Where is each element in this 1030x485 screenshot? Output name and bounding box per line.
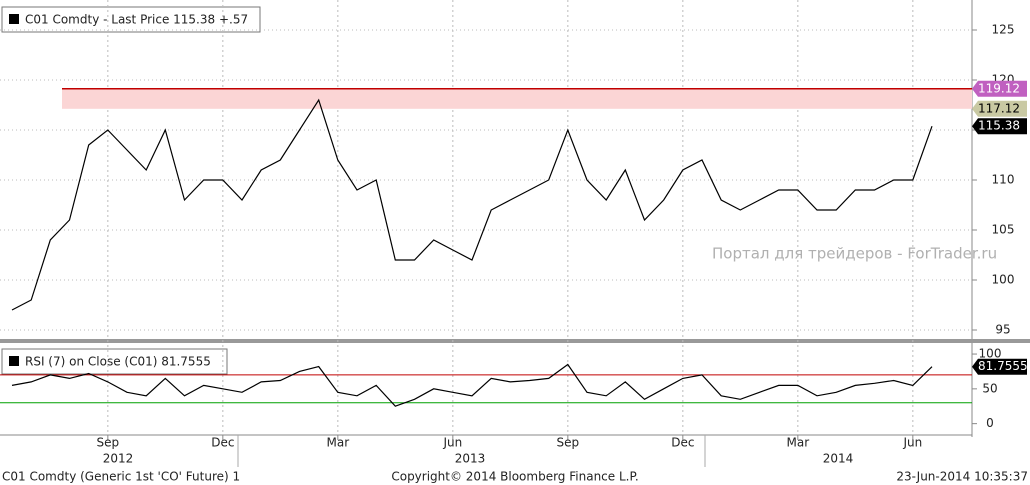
- legend-label: C01 Comdty - Last Price 115.38 +.57: [25, 13, 248, 27]
- last-price-tag: 115.38: [978, 119, 1020, 133]
- footer-left: C01 Comdty (Generic 1st 'CO' Future) 1: [2, 470, 240, 484]
- x-group-label: 2012: [103, 452, 134, 466]
- line: [11, 98, 933, 311]
- x-group-label: 2013: [455, 452, 486, 466]
- last-rsi-tag-bg: [972, 358, 1027, 375]
- last-rsi-tag: 81.7555: [978, 359, 1028, 373]
- x-tick-label: Dec: [671, 436, 694, 450]
- band-bottom-tag: 117.12: [978, 101, 1020, 115]
- band-top-tag: 119.12: [978, 81, 1020, 95]
- y-tick-label: 100: [992, 273, 1015, 287]
- legend-label: RSI (7) on Close (C01) 81.7555: [25, 355, 211, 369]
- last-price-tag-bg: [972, 118, 1027, 135]
- x-tick-label: Mar: [327, 436, 350, 450]
- y-tick-label: 50: [982, 381, 997, 395]
- x-tick-label: Jun: [442, 436, 462, 450]
- band: [62, 88, 972, 109]
- legend-box: [1, 348, 228, 375]
- x-tick-label: Sep: [557, 436, 580, 450]
- footer-right: 23-Jun-2014 10:35:37: [896, 470, 1028, 484]
- legend-swatch: [9, 14, 19, 24]
- y-tick-label: 125: [992, 23, 1015, 37]
- legend-swatch: [9, 356, 19, 366]
- x-tick-label: Jun: [902, 436, 922, 450]
- band-top-tag-bg: [972, 80, 1027, 97]
- y-tick-label: 110: [992, 173, 1015, 187]
- footer-center: Copyright© 2014 Bloomberg Finance L.P.: [391, 470, 638, 484]
- y-tick-label: 100: [979, 347, 1002, 361]
- x-group-label: 2014: [823, 452, 854, 466]
- line: [11, 363, 933, 407]
- x-tick-label: Dec: [211, 436, 234, 450]
- x-tick-label: Mar: [787, 436, 810, 450]
- y-tick-label: 105: [992, 223, 1015, 237]
- y-tick-label: 0: [986, 416, 994, 430]
- y-tick-label: 95: [995, 323, 1010, 337]
- legend-box: [1, 6, 261, 33]
- band-bottom-tag-bg: [972, 100, 1027, 117]
- watermark: Портал для трейдеров - ForTrader.ru: [712, 245, 997, 263]
- x-tick-label: Sep: [97, 436, 120, 450]
